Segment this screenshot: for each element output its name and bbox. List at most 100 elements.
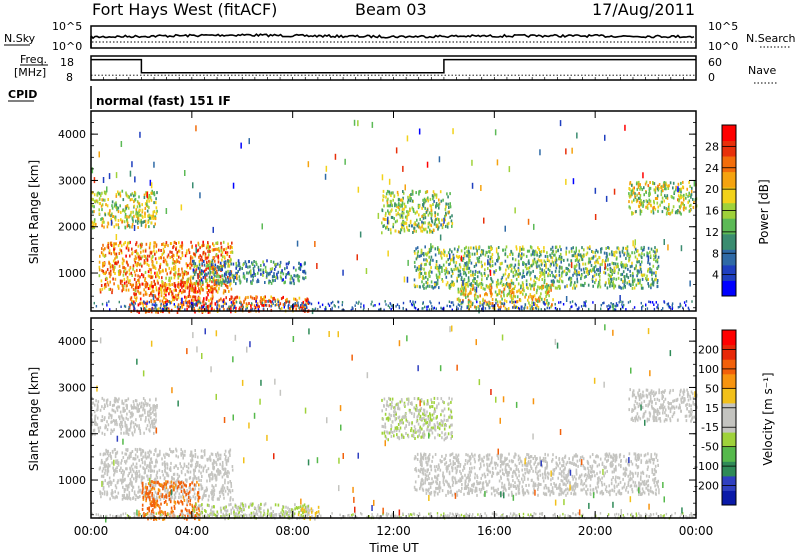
power-cell: [578, 306, 580, 309]
power-cell: [622, 270, 625, 274]
power-cell: [555, 250, 557, 254]
power-cell: [108, 261, 110, 265]
velocity-cell: [145, 427, 148, 431]
power-cell: [285, 300, 287, 304]
velocity-cell: [106, 398, 109, 402]
power-cell: [652, 249, 655, 253]
power-cell: [256, 280, 258, 284]
power-cell: [656, 197, 659, 200]
power-cell: [491, 264, 494, 268]
power-cell: [209, 302, 212, 306]
power-cell: [444, 207, 447, 211]
power-cell: [162, 308, 164, 311]
power-cell: [633, 251, 636, 255]
power-cell: [650, 268, 653, 272]
power-cell: [209, 310, 211, 314]
power-cell: [467, 300, 470, 304]
power-cell: [128, 279, 130, 283]
power-cell: [460, 305, 463, 309]
power-cell: [302, 270, 304, 274]
power-cell: [124, 213, 127, 216]
power-cell: [374, 304, 376, 307]
velocity-cell: [120, 427, 122, 431]
power-cell: [324, 308, 326, 311]
power-cell: [510, 279, 513, 283]
power-cell: [610, 275, 612, 278]
power-cell: [643, 193, 645, 197]
velocity-cell: [134, 406, 137, 410]
power-cell: [91, 204, 94, 208]
power-cell: [161, 243, 163, 246]
power-cell: [224, 251, 227, 255]
power-cell: [468, 279, 470, 283]
power-cell: [197, 301, 200, 305]
power-cell: [598, 273, 600, 277]
velocity-cell: [130, 421, 133, 425]
power-cell: [134, 286, 137, 290]
power-cell: [599, 285, 602, 289]
velocity-cell: [224, 481, 226, 485]
power-cell: [207, 241, 209, 245]
power-cell: [607, 246, 609, 249]
power-cell: [656, 194, 659, 198]
power-cell: [151, 189, 153, 193]
power-cell: [490, 286, 493, 290]
power-cell: [556, 286, 558, 290]
power-cell: [409, 221, 412, 225]
velocity-cell: [111, 429, 114, 433]
power-cell: [447, 202, 449, 206]
power-cell: [204, 252, 207, 256]
power-cell: [611, 277, 613, 281]
power-cell: [423, 253, 425, 257]
power-cell: [292, 305, 294, 308]
power-cell: [294, 302, 296, 306]
velocity-cell: [115, 397, 117, 401]
power-cell: [691, 186, 693, 190]
power-cell: [316, 263, 318, 269]
power-cell: [516, 300, 519, 303]
power-cell: [254, 273, 257, 276]
power-cell: [242, 272, 245, 276]
velocity-cell: [134, 428, 136, 432]
power-cell: [543, 246, 545, 250]
power-cell: [123, 277, 126, 281]
power-cell: [516, 290, 518, 294]
power-cell: [131, 192, 134, 196]
power-cell: [191, 244, 193, 248]
power-cell: [550, 255, 552, 259]
power-cell: [97, 191, 100, 195]
power-cell: [201, 306, 203, 309]
power-cell: [489, 283, 491, 287]
power-cell: [476, 300, 478, 304]
power-cell: [527, 286, 529, 290]
power-cell: [469, 259, 471, 262]
power-cell: [666, 196, 669, 200]
power-cell: [570, 305, 572, 309]
power-cell: [238, 267, 241, 271]
power-cell: [288, 272, 291, 276]
power-cell: [289, 277, 292, 281]
power-cell: [109, 280, 111, 284]
power-cell: [609, 277, 612, 281]
power-cell: [448, 210, 450, 214]
power-cell: [654, 250, 656, 254]
power-cell: [526, 285, 528, 289]
power-cell: [534, 281, 537, 284]
power-cell: [607, 258, 609, 262]
power-cell: [625, 263, 627, 267]
power-cell: [152, 214, 154, 218]
power-cell: [576, 258, 578, 262]
power-cell: [105, 270, 107, 274]
power-cell: [666, 184, 669, 188]
power-cell: [424, 206, 426, 210]
power-cell: [443, 253, 446, 257]
power-cell: [126, 194, 128, 198]
power-cell: [502, 273, 505, 277]
power-cell: [164, 258, 167, 262]
power-cell: [299, 266, 301, 270]
power-cell: [107, 241, 110, 245]
power-cell: [523, 289, 525, 293]
power-cell: [191, 289, 193, 293]
power-cell: [544, 260, 547, 264]
power-cell: [126, 221, 129, 225]
